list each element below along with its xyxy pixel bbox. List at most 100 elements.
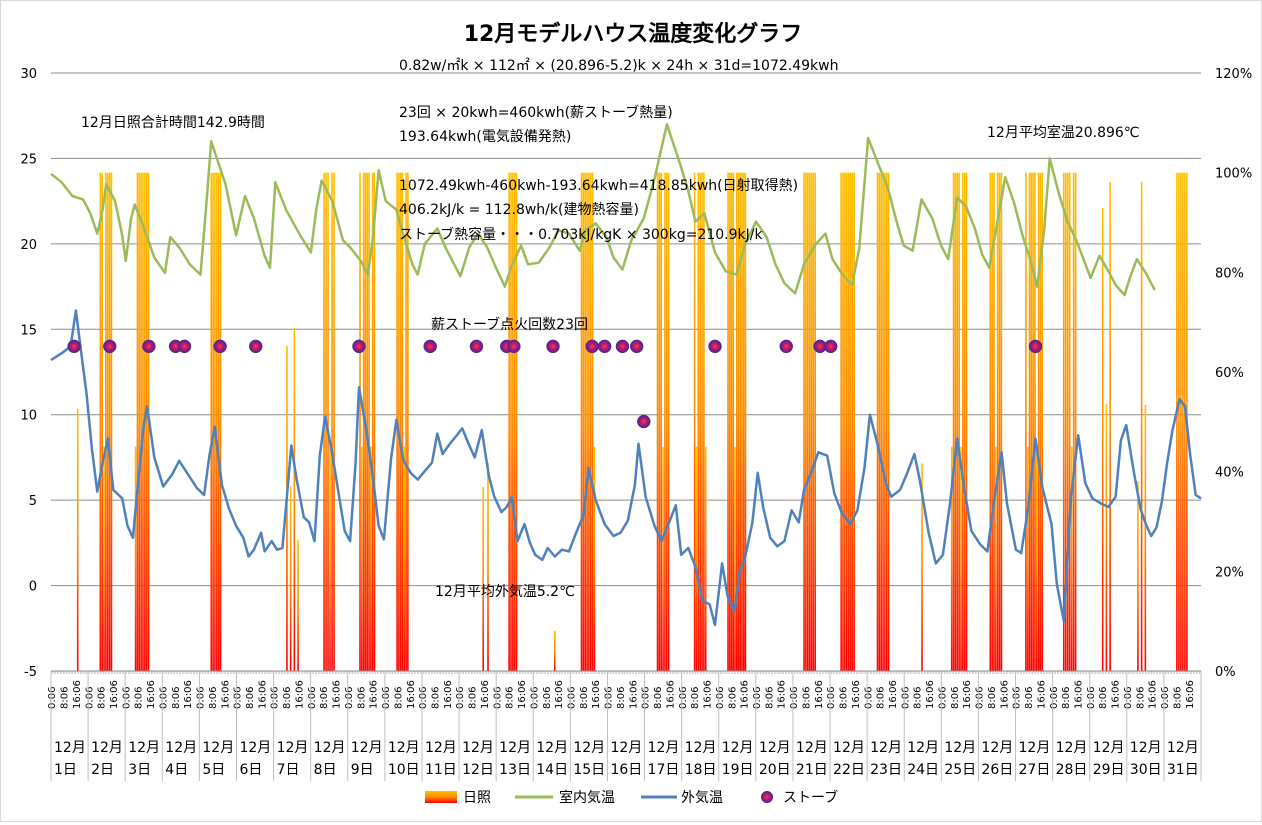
indoor-temp-series bbox=[50, 123, 1156, 297]
sunshine-bar bbox=[954, 172, 957, 671]
stove-marker bbox=[102, 339, 117, 354]
x-hour-tick-label: 8:06 bbox=[319, 687, 330, 709]
x-hour-tick-label: 16:06 bbox=[1111, 680, 1122, 709]
sunshine-bar bbox=[329, 446, 331, 671]
legend-swatch-sunshine bbox=[425, 791, 457, 803]
x-day-month-label: 12月 bbox=[499, 740, 531, 756]
y-right-tick-label: 80% bbox=[1215, 266, 1244, 281]
outdoor-temp-line bbox=[50, 309, 1202, 627]
sunshine-bar bbox=[989, 172, 992, 671]
sunshine-bar bbox=[589, 172, 592, 671]
x-hour-tick-label: 8:06 bbox=[653, 687, 664, 709]
x-day-month-label: 12月 bbox=[1093, 740, 1125, 756]
sunshine-bar bbox=[1028, 172, 1031, 671]
stove-marker bbox=[546, 339, 560, 354]
sunshine-bar bbox=[398, 172, 400, 671]
x-day-month-label: 12月 bbox=[796, 740, 828, 756]
y-left-tick-label: 25 bbox=[20, 152, 37, 167]
x-hour-tick-label: 0:06 bbox=[418, 687, 429, 709]
x-hour-tick-label: 16:06 bbox=[777, 680, 788, 709]
annotation-building-capacity: 406.2kJ/k = 112.8wh/k(建物熱容量) bbox=[399, 201, 639, 218]
sunshine-bar bbox=[407, 172, 409, 671]
sunshine-bar bbox=[656, 172, 659, 671]
sunshine-bar bbox=[136, 172, 139, 671]
x-hour-tick-label: 8:06 bbox=[727, 687, 738, 709]
stove-marker bbox=[67, 339, 81, 354]
sunshine-bar bbox=[699, 172, 701, 671]
x-hour-tick-label: 8:06 bbox=[505, 687, 516, 709]
x-day-month-label: 12月 bbox=[1056, 740, 1088, 756]
sunshine-bar bbox=[993, 172, 995, 671]
x-hour-tick-label: 8:06 bbox=[468, 687, 479, 709]
sunshine-bar bbox=[1074, 172, 1077, 671]
stove-marker bbox=[248, 339, 263, 354]
stove-marker bbox=[177, 339, 192, 354]
sunshine-bar bbox=[844, 172, 846, 671]
x-hour-tick-label: 0:06 bbox=[1123, 687, 1134, 709]
sunshine-bar bbox=[739, 172, 742, 671]
sunshine-bar bbox=[842, 172, 844, 671]
y-right-tick-label: 120% bbox=[1215, 67, 1252, 82]
x-day-date-label: 2日 bbox=[91, 762, 114, 778]
sunshine-bar bbox=[952, 172, 955, 671]
x-day-month-label: 12月 bbox=[536, 740, 568, 756]
x-day-month-label: 12月 bbox=[128, 740, 160, 756]
legend-label-indoor: 室内気温 bbox=[559, 789, 615, 806]
x-hour-tick-label: 8:06 bbox=[876, 687, 887, 709]
y-left-tick-label: -5 bbox=[24, 665, 37, 680]
x-hour-tick-label: 16:06 bbox=[814, 680, 825, 709]
sunshine-bar bbox=[108, 172, 111, 671]
sunshine-bar bbox=[697, 172, 700, 671]
x-hour-tick-label: 0:06 bbox=[455, 687, 466, 709]
y-left-tick-label: 20 bbox=[20, 238, 37, 253]
annotation-electric-heat: 193.64kwh(電気設備発熱) bbox=[399, 129, 571, 145]
x-day-date-label: 31日 bbox=[1167, 762, 1199, 778]
sunshine-bar bbox=[588, 172, 590, 671]
x-hour-tick-label: 16:06 bbox=[294, 680, 305, 709]
sunshine-bar bbox=[1037, 172, 1040, 671]
x-day-date-label: 15日 bbox=[573, 762, 605, 778]
x-day-month-label: 12月 bbox=[1167, 740, 1199, 756]
x-hour-tick-label: 8:06 bbox=[134, 687, 145, 709]
x-hour-tick-label: 0:06 bbox=[678, 687, 689, 709]
sunshine-bar bbox=[962, 172, 964, 671]
sunshine-bar bbox=[666, 172, 668, 671]
sunshine-bar bbox=[134, 446, 137, 671]
sunshine-bar bbox=[1062, 172, 1065, 671]
x-day-date-label: 17日 bbox=[648, 762, 680, 778]
sunshine-bar bbox=[510, 172, 512, 671]
formula-text: 0.82w/㎡k × 112㎡ × (20.896-5.2)k × 24h × … bbox=[399, 58, 838, 74]
sunshine-bars bbox=[76, 172, 1188, 671]
x-day-date-label: 11日 bbox=[425, 762, 457, 778]
x-hour-tick-label: 0:06 bbox=[121, 687, 132, 709]
sunshine-bar bbox=[1109, 181, 1111, 671]
x-hour-tick-label: 0:06 bbox=[1049, 687, 1060, 709]
sunshine-bar bbox=[803, 172, 805, 671]
sunshine-bar bbox=[727, 172, 729, 671]
x-hour-tick-label: 8:06 bbox=[913, 687, 924, 709]
sunshine-bar bbox=[593, 446, 596, 671]
sunshine-bar bbox=[487, 463, 489, 671]
sunshine-bar bbox=[1032, 172, 1034, 671]
x-hour-tick-label: 8:06 bbox=[950, 687, 961, 709]
sunshine-bar bbox=[362, 172, 365, 671]
y-right-tick-label: 60% bbox=[1215, 366, 1244, 381]
sunshine-bar bbox=[878, 172, 881, 671]
sunshine-bar bbox=[145, 172, 148, 671]
legend-label-stove: ストーブ bbox=[783, 789, 838, 806]
x-hour-tick-label: 8:06 bbox=[393, 687, 404, 709]
stove-marker bbox=[352, 339, 366, 354]
x-day-month-label: 12月 bbox=[833, 740, 865, 756]
x-hour-tick-label: 0:06 bbox=[567, 687, 578, 709]
x-day-month-label: 12月 bbox=[573, 740, 605, 756]
legend-label-sunshine: 日照 bbox=[463, 790, 491, 806]
x-hour-tick-label: 0:06 bbox=[492, 687, 503, 709]
sunshine-bar bbox=[735, 172, 738, 671]
x-hour-tick-label: 16:06 bbox=[443, 680, 454, 709]
sunshine-bar bbox=[728, 172, 731, 671]
sunshine-bar bbox=[882, 172, 884, 671]
sunshine-bar bbox=[887, 172, 890, 671]
x-day-month-label: 12月 bbox=[314, 740, 346, 756]
x-day-month-label: 12月 bbox=[648, 740, 680, 756]
x-hour-tick-label: 16:06 bbox=[220, 680, 231, 709]
